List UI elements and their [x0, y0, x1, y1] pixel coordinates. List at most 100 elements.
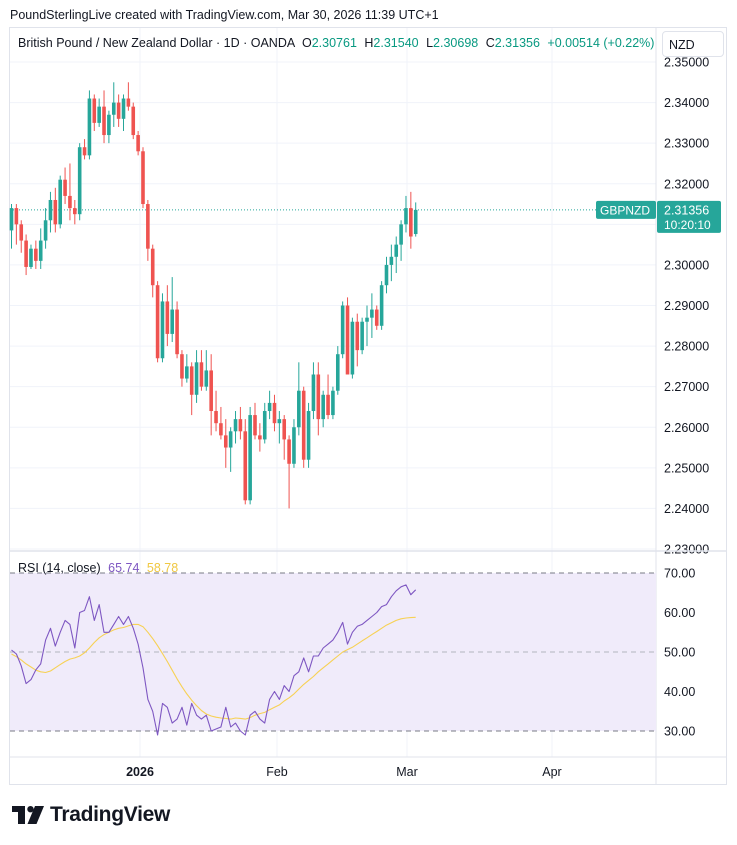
candle-body	[146, 204, 150, 249]
candle-body	[92, 98, 97, 123]
candle-body	[379, 285, 384, 326]
candle-body	[374, 309, 379, 326]
candle-body	[340, 305, 345, 355]
rsi-ma-value: 58.78	[146, 561, 179, 575]
time-tick-label: Mar	[396, 765, 418, 779]
candle-body	[136, 135, 140, 152]
candle-body	[384, 264, 389, 286]
candle-body	[228, 431, 233, 448]
price-tick-label: 2.32000	[664, 177, 709, 191]
candle-body	[287, 439, 291, 464]
candle-body	[262, 411, 267, 440]
candle-body	[253, 415, 257, 436]
price-tick-label: 2.23000	[664, 543, 709, 557]
candle-body	[29, 248, 33, 267]
symbol-title: British Pound / New Zealand Dollar · 1D …	[18, 36, 295, 50]
open-label: O	[301, 36, 312, 50]
candle-body	[68, 195, 72, 209]
candle-body	[24, 240, 28, 267]
candle-body	[107, 114, 111, 136]
low-value: 2.30698	[433, 36, 479, 50]
candle-body	[355, 321, 360, 351]
rsi-ma-line	[11, 616, 416, 720]
candle-body	[301, 390, 306, 460]
candle-body	[223, 435, 228, 448]
candle-body	[19, 224, 24, 241]
candle-body	[53, 199, 58, 225]
rsi-tick-label: 30.00	[664, 725, 695, 739]
candle-body	[282, 419, 287, 440]
open-value: 2.30761	[311, 36, 357, 50]
candle-body	[316, 374, 321, 420]
tradingview-brand[interactable]: TradingView	[12, 803, 170, 827]
candle-body	[150, 248, 155, 286]
candle-body	[365, 317, 369, 322]
candle-body	[116, 102, 121, 119]
candle-body	[126, 98, 131, 107]
candle-body	[350, 321, 355, 375]
candle-body	[321, 394, 325, 420]
candle-body	[306, 411, 311, 460]
candle-body	[170, 309, 175, 334]
rsi-title: RSI (14, close)	[18, 561, 101, 575]
candle-body	[82, 147, 87, 156]
candle-body	[345, 305, 350, 375]
candle-body	[160, 301, 165, 359]
candle-body	[399, 224, 403, 245]
close-label: C	[485, 36, 495, 50]
candle-body	[209, 370, 213, 412]
candle-body	[404, 208, 408, 225]
candle-body	[14, 208, 19, 225]
candle-body	[194, 362, 199, 395]
chart-header: PoundSterlingLive created with TradingVi…	[10, 8, 439, 22]
candle-body	[409, 208, 413, 237]
candle-body	[111, 102, 116, 115]
candle-body	[331, 390, 335, 416]
candle-body	[394, 244, 399, 257]
time-tick-label: Apr	[542, 765, 561, 779]
price-tick-label: 2.30000	[664, 258, 709, 272]
candle-body	[219, 423, 223, 436]
candle-body	[9, 208, 14, 231]
rsi-tick-label: 40.00	[664, 685, 695, 699]
currency-button[interactable]: NZD	[662, 31, 724, 57]
candle-body	[165, 301, 170, 334]
rsi-value: 65.74	[108, 561, 140, 575]
price-tick-label: 2.29000	[664, 299, 709, 313]
symbol-tag-bg	[596, 200, 656, 219]
candle-body	[38, 240, 43, 261]
price-tag-value: 2.31356	[664, 203, 709, 217]
candle-body	[34, 248, 38, 261]
candle-body	[43, 220, 48, 241]
candle-body	[258, 435, 262, 440]
candle-body	[370, 309, 374, 318]
candle-body	[131, 106, 136, 136]
candle-body	[243, 431, 248, 501]
candle-body	[360, 321, 364, 351]
candle-body	[214, 411, 218, 424]
candle-body	[233, 419, 238, 432]
price-tick-label: 2.33000	[664, 137, 709, 151]
candle-body	[48, 199, 53, 221]
candle-body	[185, 366, 189, 379]
change-value: +0.00514 (+0.22%)	[547, 36, 655, 50]
chart-frame	[9, 27, 727, 785]
candle-body	[272, 402, 277, 424]
candle-body	[141, 151, 145, 205]
candle-body	[77, 147, 82, 215]
price-tick-label: 2.34000	[664, 96, 709, 110]
brand-name: TradingView	[50, 803, 171, 826]
candle-body	[73, 208, 77, 215]
price-tag-bg	[657, 200, 721, 233]
candle-body	[267, 402, 272, 412]
candle-body	[155, 285, 160, 359]
candle-body	[238, 419, 243, 432]
candle-body	[97, 106, 101, 123]
rsi-legend: RSI (14, close) 65.74 58.78	[18, 561, 178, 575]
high-value: 2.31540	[373, 36, 419, 50]
tradingview-logo-icon	[12, 806, 44, 824]
candle-body	[389, 256, 394, 265]
time-tick-label: Feb	[266, 765, 288, 779]
price-tick-label: 2.26000	[664, 421, 709, 435]
